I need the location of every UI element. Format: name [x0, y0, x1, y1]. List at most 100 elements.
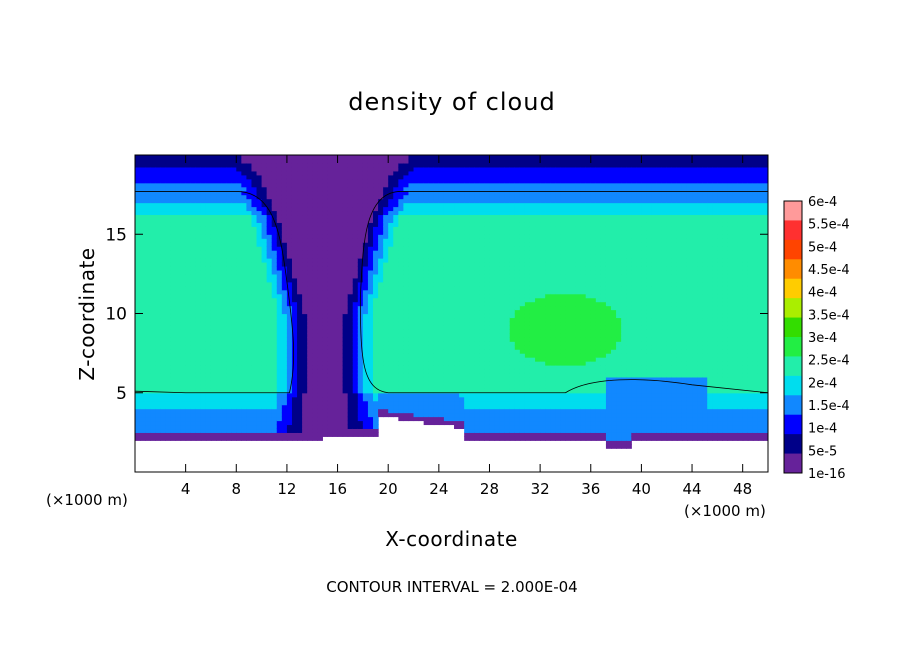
density-cell [185, 400, 192, 406]
density-cell [433, 250, 440, 255]
density-cell [180, 230, 187, 235]
density-cell [347, 186, 354, 192]
density-cell [261, 301, 268, 307]
density-cell [362, 376, 369, 382]
density-cell [378, 357, 384, 362]
density-cell [205, 218, 212, 223]
density-cell [302, 234, 308, 239]
density-cell [342, 384, 349, 390]
density-cell [347, 222, 354, 227]
density-cell [464, 357, 470, 362]
density-cell [474, 242, 480, 247]
density-cell [378, 361, 384, 366]
density-cell [140, 408, 146, 414]
density-cell [484, 432, 491, 437]
density-cell [200, 155, 207, 160]
density-cell [423, 246, 430, 251]
density-cell [246, 265, 253, 271]
density-cell [180, 289, 187, 295]
density-cell [297, 238, 303, 243]
density-cell [302, 293, 308, 299]
density-cell [150, 408, 156, 414]
density-cell [236, 289, 242, 295]
density-cell [464, 166, 470, 172]
density-cell [241, 285, 247, 291]
density-cell [226, 242, 232, 247]
density-cell [210, 365, 217, 370]
density-cell [307, 325, 313, 330]
density-cell [423, 194, 430, 200]
density-cell [195, 428, 202, 433]
density-cell [388, 400, 394, 406]
density-cell [312, 345, 318, 350]
density-cell [459, 234, 465, 239]
density-cell [347, 349, 354, 354]
density-cell [408, 337, 415, 342]
density-cell [205, 428, 212, 433]
density-cell [347, 214, 354, 219]
density-cell [302, 349, 308, 354]
density-cell [221, 428, 227, 433]
density-cell [418, 297, 425, 303]
density-cell [448, 388, 455, 394]
density-cell [469, 250, 475, 255]
density-cell [200, 353, 207, 358]
density-cell [357, 186, 364, 192]
density-cell [145, 416, 151, 422]
density-cell [322, 365, 329, 370]
density-cell [291, 186, 298, 192]
density-cell [317, 353, 323, 358]
density-cell [423, 238, 430, 243]
density-cell [266, 293, 273, 299]
density-cell [418, 408, 425, 414]
density-cell [302, 353, 308, 358]
density-cell [307, 162, 313, 168]
density-cell [302, 361, 308, 366]
density-cell [185, 412, 192, 418]
density-cell [302, 269, 308, 275]
density-cell [297, 317, 303, 323]
density-cell [180, 365, 187, 370]
density-cell [155, 198, 161, 204]
density-cell [408, 218, 415, 223]
density-cell [210, 372, 217, 378]
density-cell [302, 368, 308, 374]
density-cell [373, 230, 379, 235]
density-cell [398, 309, 404, 315]
density-cell [210, 309, 217, 315]
density-cell [357, 392, 364, 398]
density-cell [261, 178, 268, 184]
density-cell [474, 333, 480, 338]
density-cell [342, 317, 349, 323]
density-cell [428, 226, 435, 231]
density-cell [226, 357, 232, 362]
density-cell [484, 408, 491, 414]
density-cell [266, 277, 273, 283]
density-cell [190, 226, 197, 231]
density-cell [281, 329, 288, 334]
density-cell [312, 420, 318, 426]
density-cell [337, 178, 344, 184]
density-cell [140, 178, 146, 184]
density-cell [266, 353, 273, 358]
density-cell [317, 285, 323, 291]
density-cell [479, 365, 486, 370]
density-cell [145, 361, 151, 366]
density-cell [484, 254, 491, 259]
density-cell [165, 281, 172, 287]
density-cell [180, 436, 187, 441]
density-cell [261, 337, 268, 342]
density-cell [317, 428, 323, 433]
density-cell [378, 285, 384, 291]
density-cell [428, 301, 435, 307]
density-cell [388, 202, 394, 208]
density-cell [398, 218, 404, 223]
density-cell [373, 309, 379, 315]
density-cell [448, 194, 455, 200]
density-cell [175, 305, 182, 311]
density-cell [256, 384, 263, 390]
density-cell [286, 258, 293, 263]
density-cell [454, 293, 460, 299]
density-cell [185, 258, 192, 263]
density-cell [281, 170, 288, 176]
